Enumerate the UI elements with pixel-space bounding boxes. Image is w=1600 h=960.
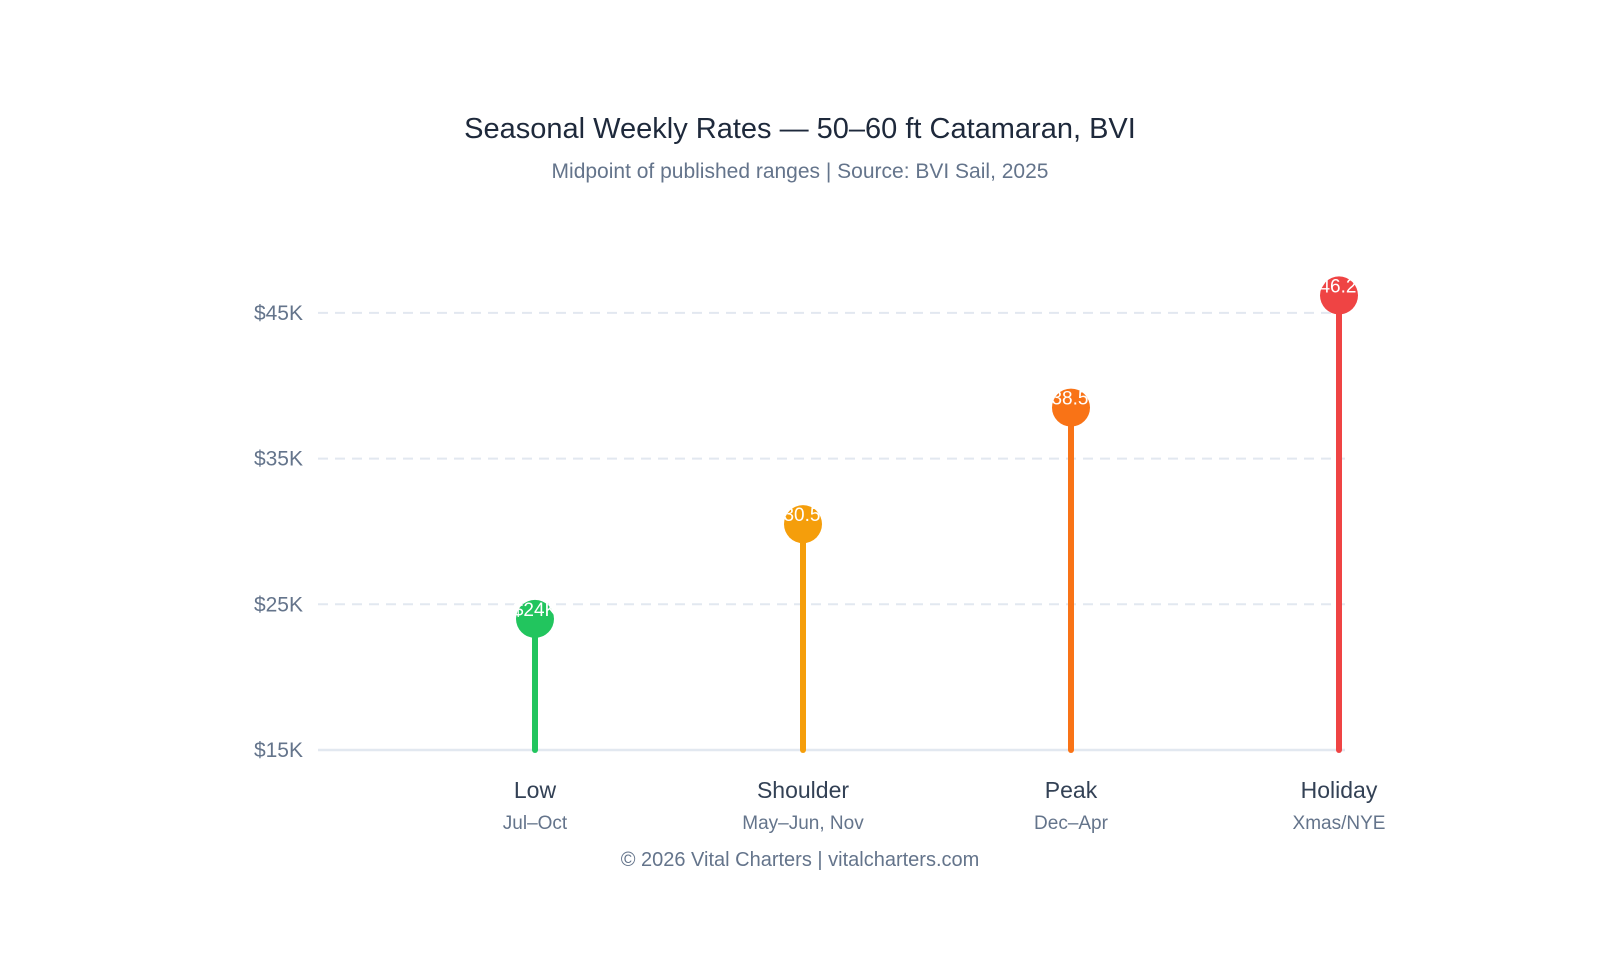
data-label: $24K — [513, 600, 558, 621]
chart-title: Seasonal Weekly Rates — 50–60 ft Catamar… — [464, 113, 1136, 145]
y-tick-label: $35K — [254, 448, 303, 471]
y-tick-label: $25K — [254, 593, 303, 616]
lollipop-dot[interactable] — [516, 599, 554, 638]
y-tick-label: $15K — [254, 739, 303, 762]
x-category-sublabel: Dec–Apr — [1034, 813, 1109, 834]
data-label: $38.5K — [1041, 389, 1102, 410]
lollipop-dot[interactable] — [1320, 276, 1358, 315]
x-category-sublabel: Xmas/NYE — [1293, 813, 1386, 834]
data-label: $30.5K — [773, 505, 834, 526]
x-category-sublabel: May–Jun, Nov — [742, 813, 864, 834]
data-label: $46.2K — [1309, 276, 1370, 297]
x-category-sublabel: Jul–Oct — [503, 813, 568, 834]
lollipop-dot[interactable] — [1052, 388, 1090, 427]
x-category-label: Low — [514, 777, 557, 803]
lollipop-dot[interactable] — [784, 505, 822, 544]
y-tick-label: $45K — [254, 302, 303, 325]
chart-footer: © 2026 Vital Charters | vitalcharters.co… — [621, 849, 980, 871]
x-category-label: Holiday — [1301, 777, 1378, 803]
chart-subtitle: Midpoint of published ranges | Source: B… — [552, 160, 1049, 183]
x-category-label: Peak — [1045, 777, 1098, 803]
x-category-label: Shoulder — [757, 777, 849, 803]
